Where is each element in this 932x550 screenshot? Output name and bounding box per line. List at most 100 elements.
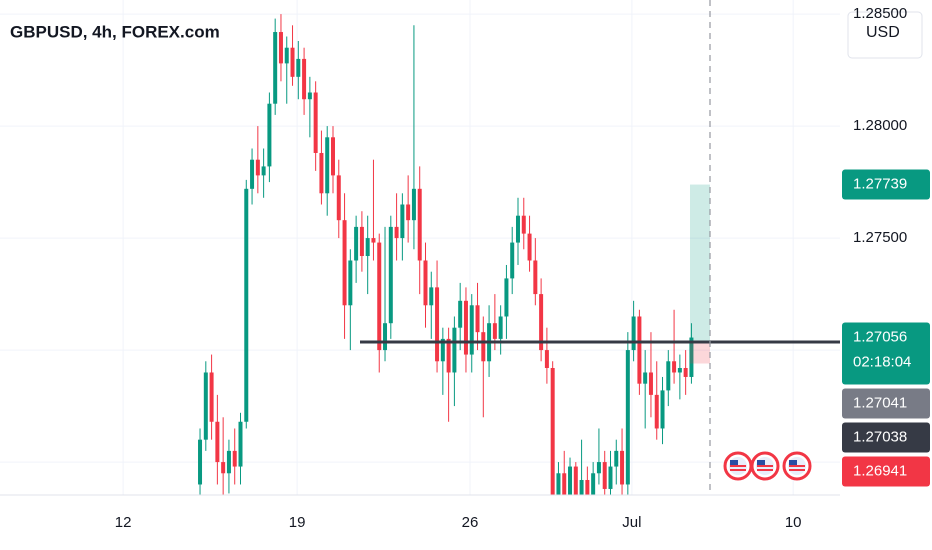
candle-body [394,226,399,239]
candle-body [226,450,231,474]
y-tick-label: 1.28500 [853,5,907,22]
candle-body [406,204,411,221]
candle-body [435,287,440,362]
candle-body [463,300,468,355]
candle-body [290,47,295,77]
candle-body [296,58,301,77]
candle-body [614,450,619,467]
candle-body [469,305,474,355]
candle-body [209,372,214,422]
candle-body [608,466,613,489]
candle-body [475,305,480,333]
candle-body [267,103,272,167]
candle-body [556,473,561,495]
price-label-box [842,388,930,419]
candle-body [307,92,312,100]
candle-body [504,278,509,317]
candle-body [359,226,364,257]
candle-body [648,372,653,395]
candle-body [660,390,665,429]
price-label: 1.27041 [853,395,907,412]
take-profit-zone [690,184,710,343]
event-flag[interactable] [782,451,812,481]
candle-body [666,361,671,391]
x-tick-label: Jul [622,514,641,531]
axes: 1.28500 1.28000 1.27500 12 19 26 Jul 10 1.27739 1… [115,5,930,531]
candle-body [250,159,255,189]
candle-body [411,188,416,221]
candle-body [689,337,694,377]
x-tick-label: 19 [289,514,306,531]
candle-body [238,421,243,467]
x-tick-label: 10 [785,514,802,531]
candle-body [544,350,549,369]
candle-body [244,188,249,422]
candle-body [383,323,388,351]
candle-body [573,466,578,495]
candle-body [348,260,353,306]
candle-body [654,394,659,429]
candle-body [203,372,208,440]
candle-body [625,350,630,485]
candle-body [510,242,515,279]
candle-body [602,462,607,489]
candle-body [371,238,376,243]
x-tick-label: 12 [115,514,132,531]
currency-label: USD [866,24,900,41]
candle-body [481,332,486,362]
candle-body [562,473,567,495]
candle-body [458,300,463,328]
price-label: 1.26941 [853,463,907,480]
candle-body [631,316,636,351]
candle-body [550,368,555,495]
event-flag[interactable] [723,451,753,481]
candle-body [261,166,266,176]
candle-body [342,220,347,306]
candle-body [539,294,544,351]
candle-body [440,338,445,362]
candle-body [579,479,584,495]
x-tick-label: 26 [462,514,479,531]
chart-title: GBPUSD, 4h, FOREX.com [10,22,220,41]
candle-body [527,233,532,261]
plot-area [198,14,840,495]
candle-body [336,175,341,221]
candle-body [515,215,520,243]
candle-body [521,215,526,234]
currency-button[interactable] [847,11,923,59]
event-icons [723,451,812,481]
candle-body [417,188,422,261]
event-flag[interactable] [750,451,780,481]
candle-body [423,260,428,306]
candle-body [400,204,405,239]
candle-body [672,361,677,373]
price-label: 1.27056 [853,329,907,346]
candle-body [452,327,457,373]
candle-body [388,226,393,324]
price-label-box [842,422,930,453]
candle-body [446,338,451,373]
candle-body [325,137,330,194]
candle-body [319,152,324,194]
candle-body [533,260,538,295]
candle-body [302,58,307,100]
candle-body [273,32,278,104]
candle-body [255,159,260,176]
candle-body [492,323,497,339]
price-label: 1.27038 [853,429,907,446]
y-tick-label: 1.27500 [853,229,907,246]
candle-body [221,462,226,474]
candle-body [677,368,682,373]
price-label: 1.27739 [853,176,907,193]
candle-body [198,439,203,485]
candle-body [284,47,289,64]
price-label-box [842,456,930,487]
candle-body [330,137,335,176]
candle-body [377,242,382,351]
candle-body [429,287,434,306]
candle-body [354,226,359,261]
candle-body [215,421,220,463]
countdown-label: 02:18:04 [853,354,911,371]
candle-body [313,92,318,153]
